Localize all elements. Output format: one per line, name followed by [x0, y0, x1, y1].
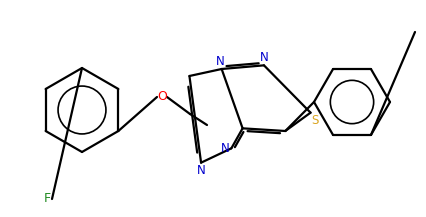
Text: N: N [220, 142, 229, 155]
Text: N: N [259, 51, 268, 64]
Text: N: N [196, 164, 205, 177]
Text: F: F [44, 192, 51, 205]
Text: S: S [311, 114, 318, 127]
Text: O: O [157, 90, 167, 104]
Text: N: N [216, 55, 225, 68]
